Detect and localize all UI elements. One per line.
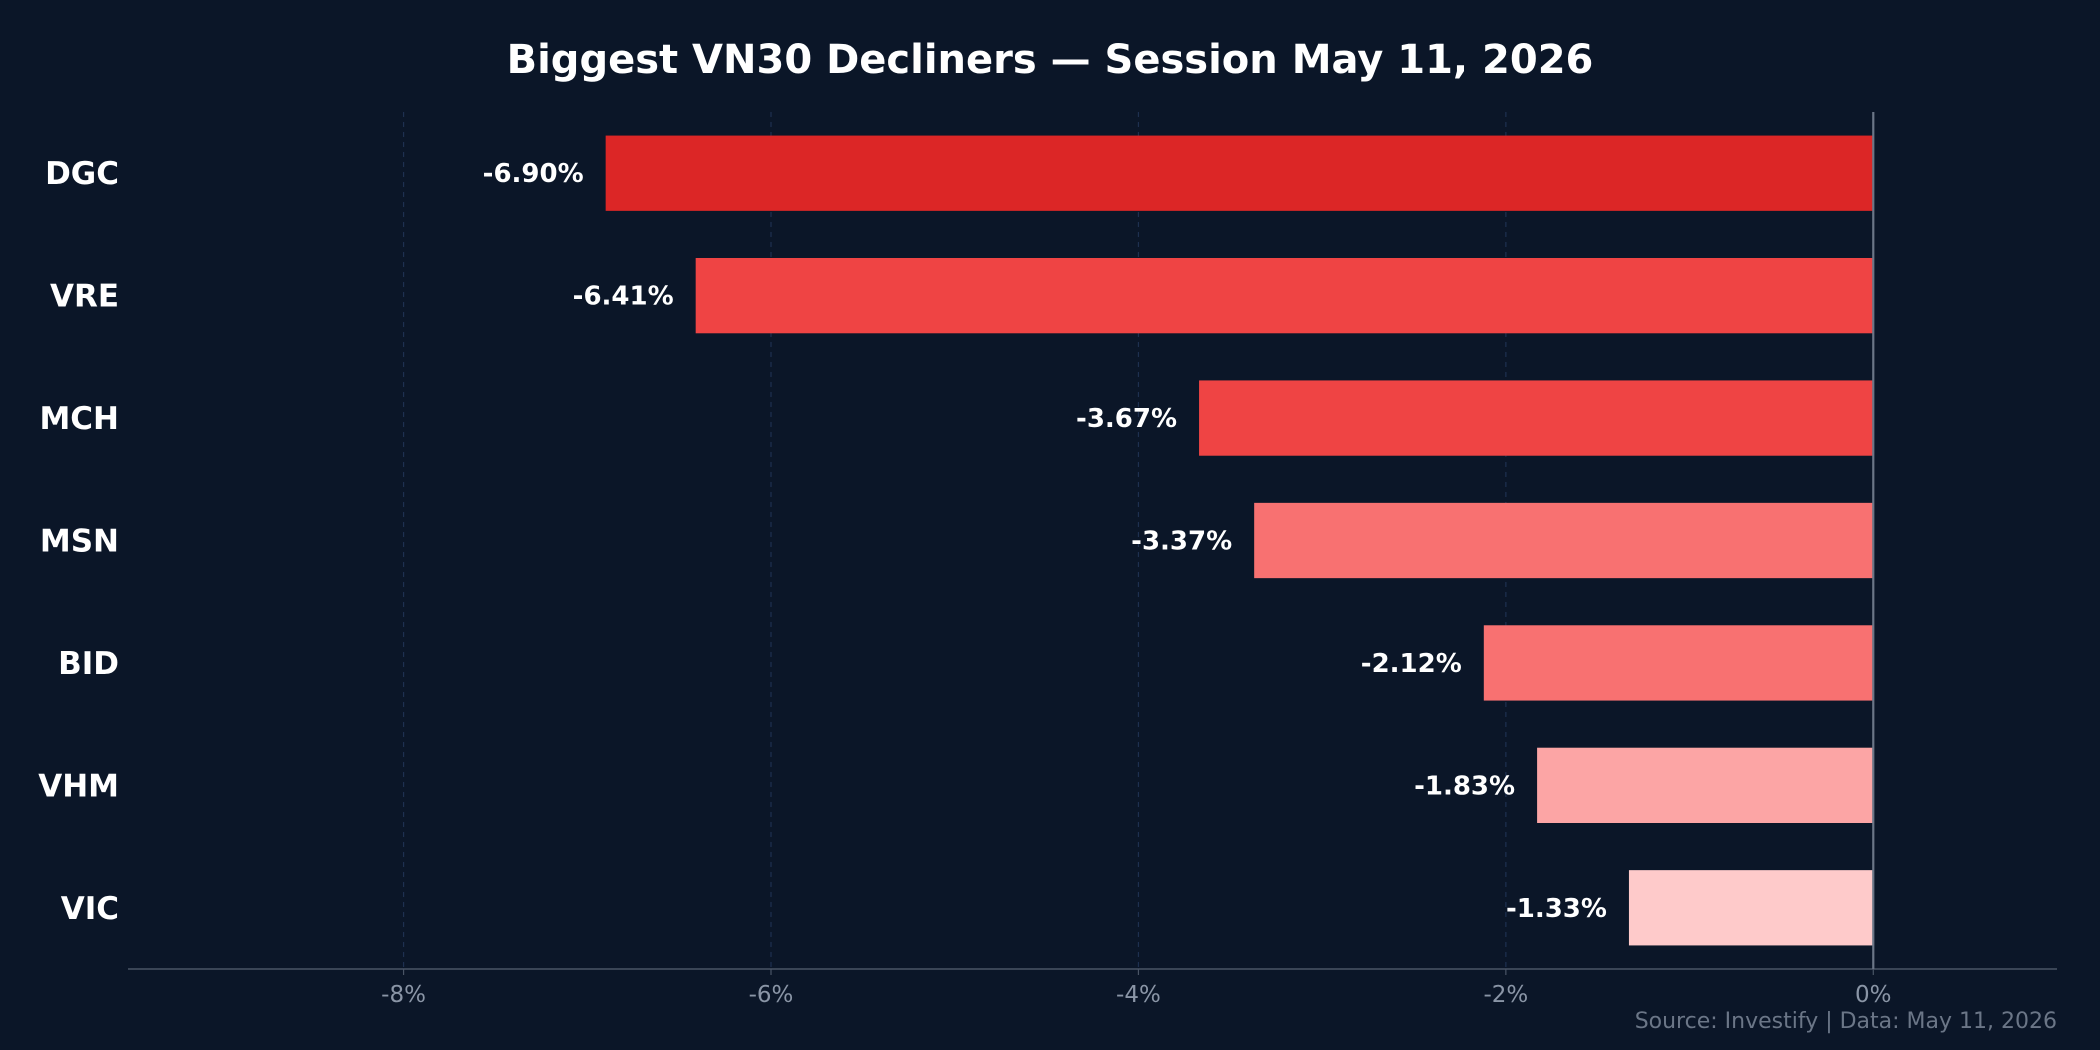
bar-vic <box>1628 870 1874 946</box>
category-label-vhm: VHM <box>38 768 119 804</box>
category-label-dgc: DGC <box>45 156 119 192</box>
category-label-vre: VRE <box>50 279 119 315</box>
axes <box>128 112 2057 975</box>
chart-title: Biggest VN30 Decliners — Session May 11,… <box>507 37 1594 83</box>
bar-mch <box>1199 380 1874 456</box>
bar-vre <box>695 257 1874 334</box>
gridlines <box>402 112 1507 969</box>
x-tick-label: -6% <box>749 982 794 1008</box>
labels: -8% -6% -4% -2% 0% -6.90% DGC -6.41% VRE -3.67% MC… <box>38 156 1891 1008</box>
value-label-vre: -6.41% <box>573 282 674 312</box>
x-tick-label: -8% <box>381 982 426 1008</box>
x-tick-label: -2% <box>1483 982 1528 1008</box>
category-label-bid: BID <box>58 646 119 682</box>
source-note: Source: Investify | Data: May 11, 2026 <box>1635 1009 2057 1034</box>
bars <box>605 135 1874 946</box>
bar-msn <box>1254 502 1874 579</box>
value-label-dgc: -6.90% <box>483 159 584 189</box>
category-label-vic: VIC <box>61 891 119 927</box>
bar-bid <box>1483 625 1874 701</box>
value-label-msn: -3.37% <box>1131 527 1232 557</box>
x-tick-label: 0% <box>1855 982 1892 1008</box>
category-label-mch: MCH <box>39 401 119 437</box>
value-label-vhm: -1.83% <box>1414 771 1515 801</box>
category-label-msn: MSN <box>40 524 119 560</box>
value-label-vic: -1.33% <box>1506 894 1607 924</box>
bar-vhm <box>1537 747 1874 824</box>
value-label-mch: -3.67% <box>1076 404 1177 434</box>
x-tick-label: -4% <box>1116 982 1161 1008</box>
value-label-bid: -2.12% <box>1361 649 1462 679</box>
bar-dgc <box>605 135 1874 211</box>
